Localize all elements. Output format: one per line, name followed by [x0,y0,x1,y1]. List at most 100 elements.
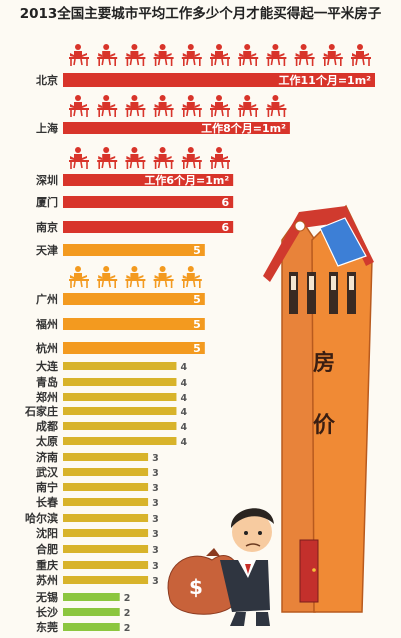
city-label: 长沙 [36,605,58,619]
window-pane [331,276,336,290]
city-label: 广州 [36,292,58,306]
worker-desk-icon [238,95,259,117]
city-label: 南宁 [36,480,58,494]
bar-value-label: 3 [152,561,159,572]
worker-desk-icon [125,44,146,66]
worker-desk-icon [322,44,343,66]
city-label: 沈阳 [36,526,58,540]
city-label: 合肥 [36,542,58,556]
worker-desk-icon [238,44,259,66]
worker-desk-icon [69,266,89,288]
bar-value-label: 2 [124,608,131,619]
man-tie [245,564,251,574]
worker-desk-icon [153,44,174,66]
worker-desk-icon [351,44,371,66]
bar-value-label: 3 [152,514,159,525]
bar-厦门 [63,196,234,208]
bar-value-label: 5 [193,342,201,355]
bar-value-label: 工作8个月=1m² [201,121,286,135]
city-label: 济南 [36,450,58,464]
worker-desk-icon [181,44,202,66]
bar-value-label: 6 [222,196,230,209]
worker-desk-icon [125,95,146,117]
worker-desk-icon [97,147,118,169]
window-pane [309,276,314,290]
worker-desk-icon [97,266,118,288]
worker-desk-icon [294,44,315,66]
bar-长春 [63,498,149,506]
city-label: 成都 [36,419,58,433]
house-tower-right [311,204,373,613]
worker-desk-icon [97,95,118,117]
worker-desk-icon [153,147,174,169]
bar-太原 [63,437,177,445]
man-hair [230,508,274,528]
worker-desk-icon [153,266,174,288]
worker-desk-icon [97,44,118,66]
round-window [294,220,306,232]
city-label: 上海 [36,121,58,135]
bar-合肥 [63,545,149,553]
bar-长沙 [63,608,120,616]
dollar-sign-icon: $ [189,575,203,599]
bar-value-label: 5 [193,244,201,257]
city-label: 厦门 [36,195,58,209]
city-label: 大连 [36,359,59,373]
man-head [232,512,272,552]
city-label: 哈尔滨 [25,511,58,525]
worker-desk-icon [210,95,230,117]
bar-value-label: 5 [193,293,201,306]
bar-广州 [63,293,205,305]
bar-value-label: 6 [222,221,230,234]
bar-value-label: 工作6个月=1m² [144,173,229,187]
man-eye [244,531,248,535]
worker-desk-icon [181,266,202,288]
bar-天津 [63,244,205,256]
bar-value-label: 4 [180,393,187,404]
bar-南宁 [63,483,149,491]
bar-沈阳 [63,529,149,537]
bar-value-label: 4 [180,362,187,373]
bar-value-label: 3 [152,483,159,494]
worker-desk-icon [266,44,287,66]
city-label: 太原 [35,434,58,448]
city-label: 无锡 [35,590,58,604]
city-label: 北京 [36,73,58,87]
bar-哈尔滨 [63,514,149,522]
worker-desk-icon [210,44,230,66]
bar-value-label: 4 [180,378,187,389]
bar-东莞 [63,623,120,631]
bar-石家庄 [63,407,177,415]
bar-福州 [63,318,205,330]
city-label: 长春 [36,495,59,509]
window-1 [289,272,298,314]
city-label: 深圳 [36,173,58,187]
city-label: 苏州 [36,573,58,587]
worker-desk-icon [181,95,202,117]
house-label-2: 价 [313,412,336,438]
man-mouth [245,543,261,547]
bar-value-label: 工作11个月=1m² [279,73,372,87]
city-label: 石家庄 [24,404,58,418]
worker-desk-icon [69,147,89,169]
city-label: 郑州 [36,390,58,404]
bar-value-label: 4 [180,437,187,448]
bar-武汉 [63,468,149,476]
window-pane [349,276,354,290]
bar-大连 [63,362,177,370]
worker-desk-icon [69,95,89,117]
city-label: 杭州 [36,341,58,355]
bar-深圳 [63,174,234,186]
worker-desk-icon [125,147,146,169]
worker-desk-icon [69,44,89,66]
bar-value-label: 3 [152,529,159,540]
city-label: 天津 [36,243,58,257]
city-label: 福州 [35,317,58,331]
house-door [299,539,319,603]
bar-济南 [63,453,149,461]
worker-desk-icon [266,95,287,117]
man-body [220,560,270,612]
bar-重庆 [63,561,149,569]
